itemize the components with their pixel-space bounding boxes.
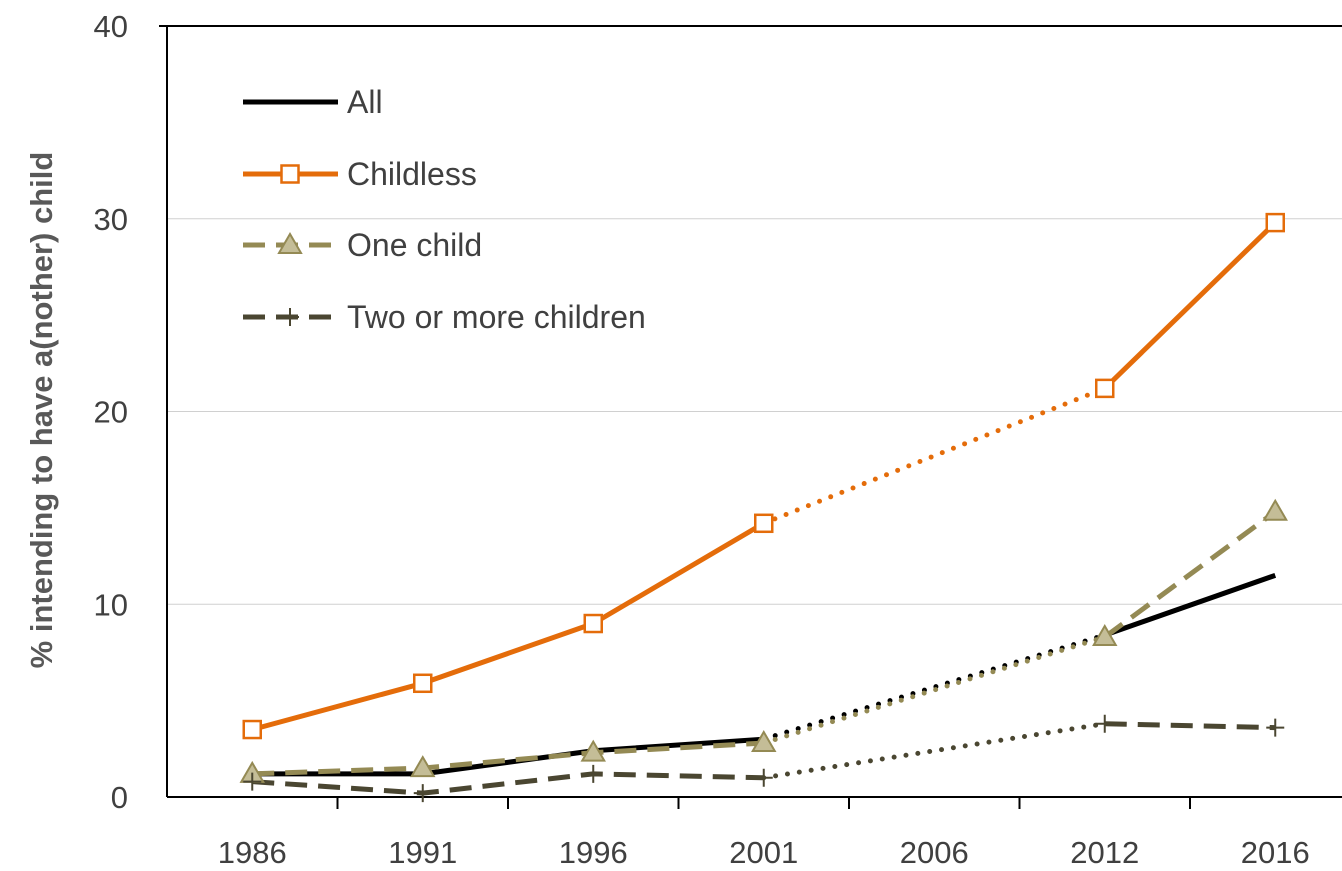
x-tick-label-1996: 1996 [559,835,628,870]
x-tick-label-1991: 1991 [388,835,457,870]
y-tick-label-30: 30 [94,202,128,237]
data-point-two-or-more-children-2001 [754,768,773,787]
series-line-childless-late [1103,220,1277,391]
legend-marker-two-or-more-children [281,308,299,326]
x-tick-label-2012: 2012 [1070,835,1139,870]
series-line-one-child-early [252,740,764,777]
data-point-one-child-2012 [1092,624,1118,647]
series-lines [251,220,1277,796]
data-point-childless-2001 [754,513,774,534]
series-line-childless-early [251,521,766,732]
data-point-childless-1991 [413,673,433,694]
legend-label-two-or-more-children: Two or more children [347,299,646,335]
x-tick-label-2001: 2001 [729,835,798,870]
y-tick-label-40: 40 [94,9,128,44]
data-point-two-or-more-children-1991 [413,784,432,803]
data-point-one-child-1991 [410,755,436,778]
y-tick-label-0: 0 [111,780,128,815]
data-point-childless-1996 [583,613,603,634]
x-tick-label-1986: 1986 [218,835,287,870]
data-point-childless-2016 [1265,212,1285,233]
series-line-all-interpolated [761,632,1108,742]
series-line-childless-interpolated [761,385,1108,526]
legend: All Childless One child Two or more childre… [243,84,646,335]
y-tick-label-20: 20 [94,395,128,430]
legend-marker-childless [280,164,300,184]
series-line-all-late [1103,572,1277,638]
data-point-two-or-more-children-2016 [1266,718,1285,737]
data-point-childless-2012 [1095,378,1115,399]
legend-label-all: All [347,84,383,120]
data-point-one-child-2001 [751,730,777,753]
data-point-one-child-2016 [1262,498,1288,521]
y-axis-title: % intending to have a(nother) child [24,152,59,669]
series-line-two-or-more-children-interpolated [761,721,1108,781]
data-point-one-child-1996 [580,739,606,762]
legend-label-one-child: One child [347,227,482,263]
series-line-one-child-late [1103,509,1277,640]
axes: 0 10 20 30 40 1986 1991 1996 2001 2006 2012 2016 [94,9,1342,870]
x-tick-label-2016: 2016 [1241,835,1310,870]
y-tick-label-10: 10 [94,587,128,622]
legend-label-childless: Childless [347,156,477,192]
data-point-childless-1986 [242,719,262,740]
x-tick-label-2006: 2006 [900,835,969,870]
series-line-one-child-interpolated [761,634,1108,746]
data-point-two-or-more-children-1996 [584,764,603,783]
series-markers [239,212,1288,803]
series-line-two-or-more-children-early [252,771,764,796]
legend-marker-one-child [277,232,303,254]
data-point-two-or-more-children-1986 [243,772,262,791]
data-point-two-or-more-children-2012 [1095,714,1114,733]
series-line-all-early [252,736,764,777]
series-line-two-or-more-children-late [1104,721,1276,731]
